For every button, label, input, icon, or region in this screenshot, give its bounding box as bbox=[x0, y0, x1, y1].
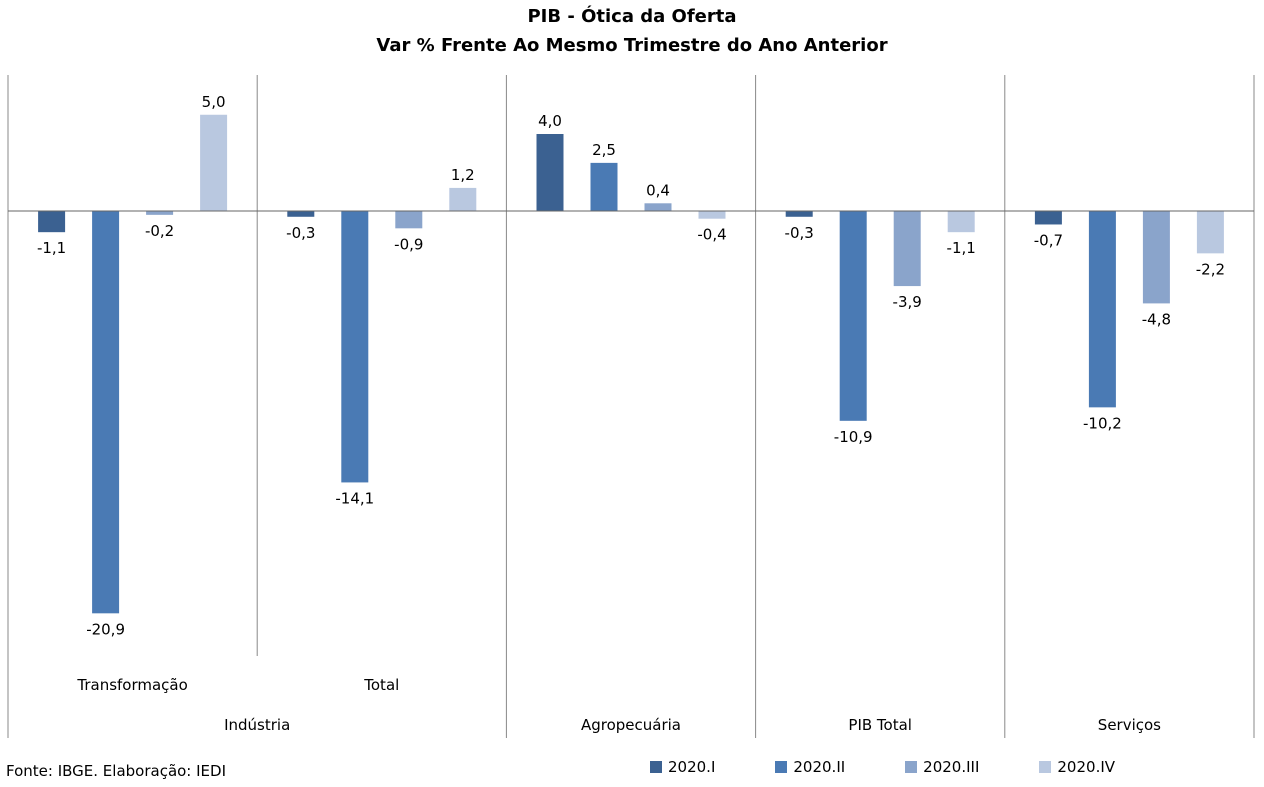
data-label: -10,2 bbox=[1083, 414, 1122, 432]
bar bbox=[947, 211, 975, 233]
source-note: Fonte: IBGE. Elaboração: IEDI bbox=[6, 762, 227, 780]
data-label: -0,7 bbox=[1034, 231, 1063, 249]
data-label: 1,2 bbox=[451, 166, 475, 184]
data-label: 0,4 bbox=[646, 181, 670, 199]
group-label: PIB Total bbox=[848, 716, 912, 734]
legend-swatch bbox=[905, 761, 918, 773]
legend-item-2020-iii: 2020.III bbox=[905, 758, 979, 776]
bar bbox=[38, 211, 66, 233]
data-label: -4,8 bbox=[1142, 310, 1171, 328]
legend-label: 2020.III bbox=[923, 758, 980, 776]
data-label: -2,2 bbox=[1196, 260, 1225, 278]
bar bbox=[92, 211, 120, 614]
bar bbox=[1088, 211, 1116, 408]
bar bbox=[449, 187, 477, 211]
group-label: Agropecuária bbox=[581, 716, 681, 734]
bar bbox=[893, 211, 921, 287]
category-label: Total bbox=[363, 676, 399, 694]
data-label: -0,4 bbox=[697, 226, 726, 244]
data-label: 4,0 bbox=[538, 112, 562, 130]
legend-label: 2020.II bbox=[793, 758, 846, 776]
legend-label: 2020.IV bbox=[1057, 758, 1116, 776]
legend: 2020.I 2020.II 2020.III 2020.IV bbox=[650, 758, 1175, 776]
bar bbox=[590, 162, 618, 211]
data-label: -0,9 bbox=[394, 235, 423, 253]
bar bbox=[644, 203, 672, 211]
group-label: Serviços bbox=[1098, 716, 1161, 734]
bar bbox=[341, 211, 369, 483]
bar bbox=[395, 211, 423, 229]
data-label: -0,2 bbox=[145, 222, 174, 240]
legend-label: 2020.I bbox=[668, 758, 716, 776]
data-label: -10,9 bbox=[834, 428, 873, 446]
legend-item-2020-i: 2020.I bbox=[650, 758, 715, 776]
chart-title: PIB - Ótica da Oferta bbox=[527, 6, 737, 27]
data-label: 2,5 bbox=[592, 141, 616, 159]
legend-item-2020-ii: 2020.II bbox=[775, 758, 845, 776]
data-label: -0,3 bbox=[286, 224, 315, 242]
category-label: Transformação bbox=[76, 676, 187, 694]
bar bbox=[698, 211, 726, 219]
data-label: -1,1 bbox=[947, 239, 976, 257]
bar bbox=[839, 211, 867, 421]
legend-swatch bbox=[1039, 761, 1052, 773]
bar bbox=[1034, 211, 1062, 225]
legend-swatch bbox=[775, 761, 788, 773]
data-label: -0,3 bbox=[785, 224, 814, 242]
data-label: -20,9 bbox=[86, 620, 125, 638]
data-label: -1,1 bbox=[37, 239, 66, 257]
data-label: -3,9 bbox=[893, 293, 922, 311]
bar bbox=[1196, 211, 1224, 254]
bar bbox=[536, 134, 564, 211]
bar bbox=[785, 211, 813, 217]
legend-item-2020-iv: 2020.IV bbox=[1039, 758, 1115, 776]
data-label: -14,1 bbox=[335, 489, 374, 507]
legend-swatch bbox=[650, 761, 662, 773]
chart-subtitle: Var % Frente Ao Mesmo Trimestre do Ano A… bbox=[376, 35, 888, 56]
group-label: Indústria bbox=[224, 716, 290, 734]
bar bbox=[146, 211, 174, 215]
bar bbox=[287, 211, 315, 217]
bar bbox=[200, 114, 228, 211]
bar bbox=[1142, 211, 1170, 304]
data-label: 5,0 bbox=[202, 93, 226, 111]
